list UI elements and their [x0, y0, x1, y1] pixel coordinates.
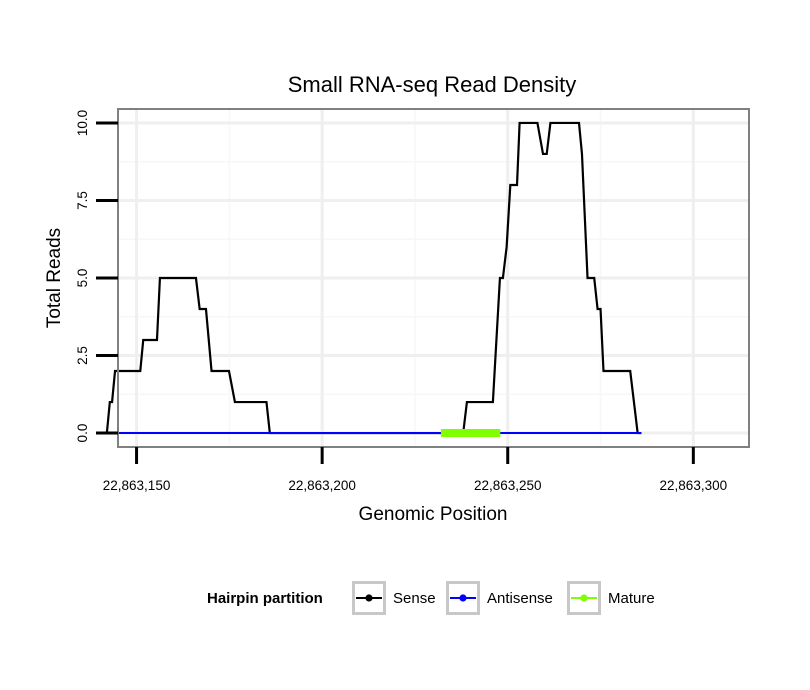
y-axis: 0.0 2.5 5.0 7.5 10.0 — [75, 110, 118, 443]
x-tick-label: 22,863,200 — [288, 478, 356, 493]
grid — [118, 109, 749, 447]
legend-key-mature — [567, 581, 601, 615]
legend-title: Hairpin partition — [207, 590, 323, 607]
legend-key-point-mature — [580, 594, 588, 602]
x-tick-label: 22,863,150 — [103, 478, 171, 493]
legend: Hairpin partition Sense Antisense Mature — [207, 581, 655, 615]
series-line-sense — [99, 121, 642, 435]
x-tick-label: 22,863,300 — [660, 478, 728, 493]
legend-key-point-sense — [365, 594, 373, 602]
y-tick-label: 5.0 — [75, 269, 90, 288]
y-axis-title: Total Reads — [44, 228, 65, 328]
legend-key-point-antisense — [459, 594, 467, 602]
y-tick-label: 10.0 — [75, 110, 90, 136]
x-axis: 22,863,150 22,863,200 22,863,250 22,863,300 — [103, 447, 727, 493]
x-tick-label: 22,863,250 — [474, 478, 542, 493]
x-axis-title: Genomic Position — [359, 504, 508, 525]
legend-label-antisense: Antisense — [487, 590, 553, 607]
y-tick-label: 2.5 — [75, 346, 90, 365]
legend-label-mature: Mature — [608, 590, 655, 607]
legend-label-sense: Sense — [393, 590, 436, 607]
y-tick-label: 0.0 — [75, 424, 90, 443]
series-group — [99, 121, 642, 438]
y-tick-label: 7.5 — [75, 191, 90, 210]
chart-title: Small RNA-seq Read Density — [288, 72, 577, 97]
